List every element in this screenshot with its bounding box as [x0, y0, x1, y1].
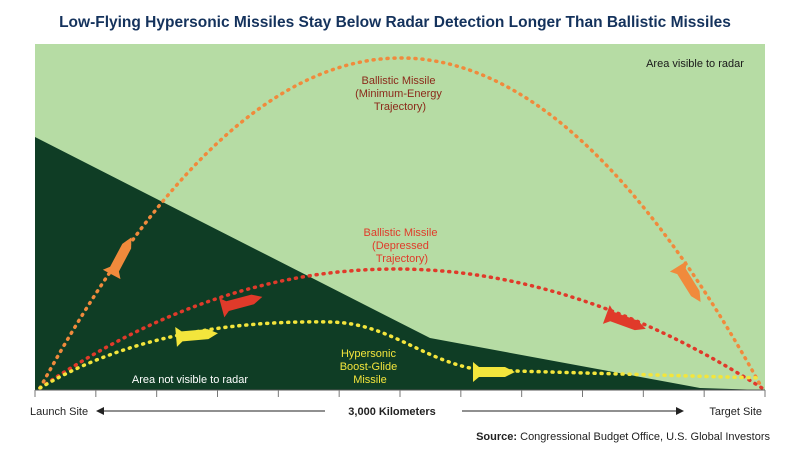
- launch-label: Launch Site: [30, 406, 88, 418]
- missile-red-2: [602, 305, 646, 331]
- hypersonic-label: Hypersonic Boost-Glide Missile: [340, 348, 401, 386]
- target-label: Target Site: [709, 406, 762, 418]
- missile-orange: [102, 237, 132, 280]
- label-line: Trajectory): [374, 101, 426, 113]
- source: Source: Congressional Budget Office, U.S…: [476, 431, 770, 443]
- depressed-trajectory: [38, 267, 764, 390]
- missile-yellow: [175, 326, 218, 347]
- label-line: Ballistic Missile: [363, 227, 437, 239]
- title: Low-Flying Hypersonic Missiles Stay Belo…: [59, 14, 731, 31]
- min-energy-trajectory: [38, 56, 764, 390]
- label-line: Missile: [353, 374, 387, 386]
- depressed-label: Ballistic Missile (Depressed Trajectory): [363, 227, 440, 265]
- label-line: Hypersonic: [341, 348, 397, 360]
- source-text: Congressional Budget Office, U.S. Global…: [520, 431, 770, 443]
- missile-yellow-2: [473, 362, 515, 382]
- label-line: (Depressed: [372, 240, 429, 252]
- missile-red: [219, 294, 263, 318]
- label-line: Trajectory): [376, 253, 428, 265]
- arrowhead-left: [96, 407, 104, 415]
- missile-orange-2: [669, 261, 701, 302]
- min-energy-label: Ballistic Missile (Minimum-Energy Trajec…: [355, 75, 445, 113]
- label-line: (Minimum-Energy: [355, 88, 442, 100]
- distance-label: 3,000 Kilometers: [348, 406, 435, 418]
- source-label: Source:: [476, 431, 517, 443]
- label-line: Boost-Glide: [340, 361, 397, 373]
- label-line: Ballistic Missile: [361, 75, 435, 87]
- visible-label: Area visible to radar: [646, 58, 744, 70]
- hypersonic-trajectory: [38, 320, 764, 390]
- ticks: [34, 390, 766, 397]
- hidden-label: Area not visible to radar: [132, 374, 249, 386]
- arrowhead-right: [676, 407, 684, 415]
